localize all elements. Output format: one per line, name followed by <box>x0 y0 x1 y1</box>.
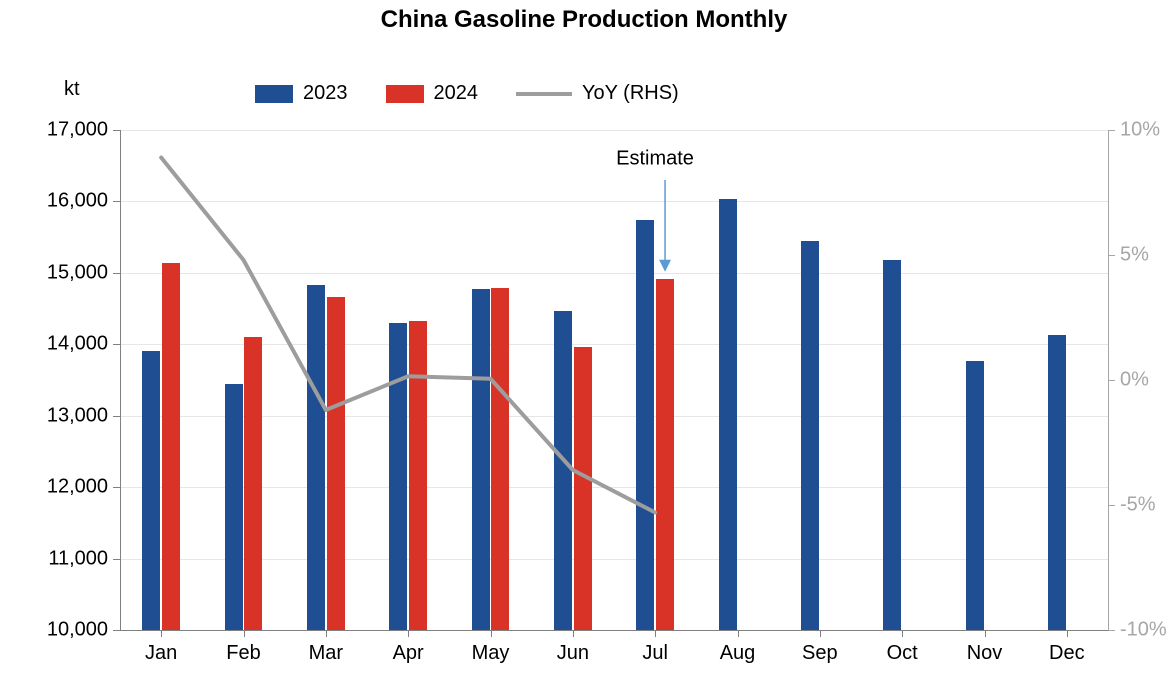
legend-item-1: 2024 <box>386 82 479 105</box>
x-axis <box>120 630 1108 631</box>
plot-area: 10,00011,00012,00013,00014,00015,00016,0… <box>120 130 1108 630</box>
x-tickmark <box>573 630 574 637</box>
x-tickmark <box>326 630 327 637</box>
annotation-arrow-svg <box>120 130 1108 630</box>
y-left-tickmark <box>113 416 120 417</box>
legend-swatch <box>386 85 424 103</box>
y-right-tickmark <box>1108 255 1115 256</box>
y-right-tick-label: -10% <box>1120 619 1167 642</box>
x-tickmark <box>820 630 821 637</box>
x-tickmark <box>244 630 245 637</box>
x-tick-label: May <box>472 642 510 665</box>
y-left-tick-label: 15,000 <box>28 261 108 284</box>
chart-title: China Gasoline Production Monthly <box>0 6 1168 34</box>
y-right-tickmark <box>1108 505 1115 506</box>
y-left-tickmark <box>113 630 120 631</box>
y-left-tickmark <box>113 273 120 274</box>
y-right-tickmark <box>1108 380 1115 381</box>
y-left-tickmark <box>113 201 120 202</box>
y-left-tick-label: 17,000 <box>28 119 108 142</box>
x-tick-label: Mar <box>309 642 343 665</box>
y-right-tick-label: -5% <box>1120 494 1156 517</box>
y-right-tick-label: 0% <box>1120 369 1149 392</box>
y-right-tick-label: 10% <box>1120 119 1160 142</box>
x-tickmark <box>491 630 492 637</box>
x-tickmark <box>738 630 739 637</box>
y-left-tick-label: 14,000 <box>28 333 108 356</box>
x-tick-label: Oct <box>887 642 918 665</box>
x-tick-label: Apr <box>393 642 424 665</box>
y-right-tick-label: 5% <box>1120 244 1149 267</box>
y-left-tickmark <box>113 344 120 345</box>
x-tick-label: Jul <box>642 642 668 665</box>
x-tickmark <box>902 630 903 637</box>
x-tick-label: Aug <box>720 642 756 665</box>
x-tick-label: Sep <box>802 642 838 665</box>
y-right-tickmark <box>1108 630 1115 631</box>
x-tick-label: Feb <box>226 642 260 665</box>
y-left-tickmark <box>113 559 120 560</box>
y-right-axis <box>1108 130 1109 630</box>
y-left-tick-label: 16,000 <box>28 190 108 213</box>
x-tick-label: Jan <box>145 642 177 665</box>
legend-item-0: 2023 <box>255 82 348 105</box>
legend-label: 2023 <box>303 82 348 105</box>
y-left-tick-label: 12,000 <box>28 476 108 499</box>
legend: 2023 2024 YoY (RHS) <box>255 82 679 105</box>
x-tick-label: Dec <box>1049 642 1085 665</box>
x-tickmark <box>1067 630 1068 637</box>
y-right-tickmark <box>1108 130 1115 131</box>
x-tick-label: Nov <box>967 642 1003 665</box>
legend-label: 2024 <box>434 82 479 105</box>
y-left-tick-label: 11,000 <box>28 547 108 570</box>
x-tickmark <box>408 630 409 637</box>
x-tickmark <box>985 630 986 637</box>
legend-item-2: YoY (RHS) <box>516 82 679 105</box>
y-left-tickmark <box>113 130 120 131</box>
y-left-tick-label: 13,000 <box>28 404 108 427</box>
legend-line <box>516 92 572 96</box>
chart-container: China Gasoline Production Monthly kt 202… <box>0 0 1168 687</box>
x-tickmark <box>655 630 656 637</box>
y-left-unit-label: kt <box>64 78 80 101</box>
x-tickmark <box>161 630 162 637</box>
x-tick-label: Jun <box>557 642 589 665</box>
legend-label: YoY (RHS) <box>582 82 679 105</box>
y-left-tickmark <box>113 487 120 488</box>
y-left-tick-label: 10,000 <box>28 619 108 642</box>
legend-swatch <box>255 85 293 103</box>
